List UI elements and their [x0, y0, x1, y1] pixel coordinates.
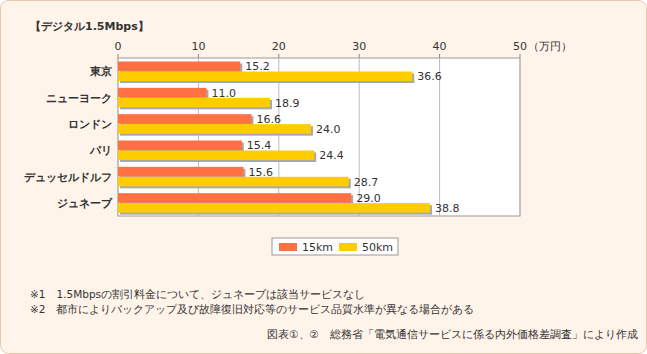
background: [1, 1, 647, 354]
bar: [118, 167, 243, 177]
tick-mark: [118, 54, 119, 58]
tick-label: 10: [191, 40, 205, 53]
grid-line: [198, 58, 199, 216]
tick-mark: [278, 54, 279, 58]
bars: [118, 62, 430, 213]
bar: [118, 193, 351, 203]
chart: 【デジタル1.5Mbps】 0 10 20 30 40 50（万円） 東京ニューヨークロンドン…: [0, 0, 647, 354]
bar: [118, 88, 206, 98]
tick-mark: [198, 54, 199, 58]
axis-label: （万円）: [528, 40, 572, 53]
data-label: 29.0: [356, 192, 381, 205]
grid-line: [118, 58, 119, 216]
plot-area: [118, 58, 520, 216]
data-labels: 15.2 11.0 16.6 15.4 15.6 29.0 36.6 18.9 24.0 24.4…: [211, 60, 459, 215]
category-label: ジュネーブ: [57, 197, 113, 210]
tick-label: 40: [433, 40, 447, 53]
bar: [118, 98, 270, 108]
legend-label: 15km: [302, 241, 333, 254]
bar: [118, 124, 311, 133]
grid-line: [278, 58, 279, 216]
source: 図表①、② 総務省「電気通信サービスに係る内外価格差調査」により作成: [267, 328, 638, 340]
category-label: デュッセルドルフ: [24, 171, 112, 184]
tick-mark: [439, 54, 440, 58]
legend-swatch: [339, 243, 357, 251]
category-label: パリ: [89, 144, 112, 157]
tick-label: 30: [352, 40, 366, 53]
data-label: 16.6: [256, 113, 281, 126]
data-label: 15.6: [248, 166, 273, 179]
data-label: 24.0: [316, 123, 341, 136]
bar: [118, 151, 314, 161]
bar: [118, 203, 430, 213]
data-label: 36.6: [417, 70, 442, 83]
bar: [118, 177, 349, 187]
tick-mark: [359, 54, 360, 58]
note: ※1 1.5Mbpsの割引料金について、ジュネーブは該当サービスなし: [30, 288, 365, 300]
data-label: 11.0: [211, 87, 236, 100]
category-label: 東京: [89, 65, 112, 78]
legend: 15km 50km: [272, 238, 398, 255]
data-label: 24.4: [319, 149, 344, 162]
data-label: 38.8: [435, 202, 460, 215]
tick-label: 0: [115, 40, 122, 53]
tick-mark: [520, 54, 521, 58]
data-label: 18.9: [275, 97, 300, 110]
legend-label: 50km: [362, 241, 393, 254]
bar: [118, 114, 251, 124]
legend-box: [272, 238, 398, 255]
data-label: 15.4: [247, 139, 271, 152]
bar: [118, 62, 240, 72]
tick-label: 50: [513, 40, 527, 53]
bar: [118, 141, 242, 151]
chart-wrap: 【デジタル1.5Mbps】 0 10 20 30 40 50（万円） 東京ニューヨークロンドン…: [0, 0, 647, 354]
data-label: 15.2: [245, 60, 270, 73]
category-label: ニューヨーク: [46, 92, 112, 105]
title: 【デジタル1.5Mbps】: [30, 20, 149, 33]
tick-label: 20: [272, 40, 286, 53]
legend-swatch: [279, 243, 297, 251]
grid-line: [520, 58, 521, 216]
data-label: 28.7: [354, 176, 379, 189]
category-label: ロンドン: [68, 118, 112, 131]
note: ※2 都市によりバックアップ及び故障復旧対応等のサービス品質水準が異なる場合があ…: [30, 303, 474, 315]
